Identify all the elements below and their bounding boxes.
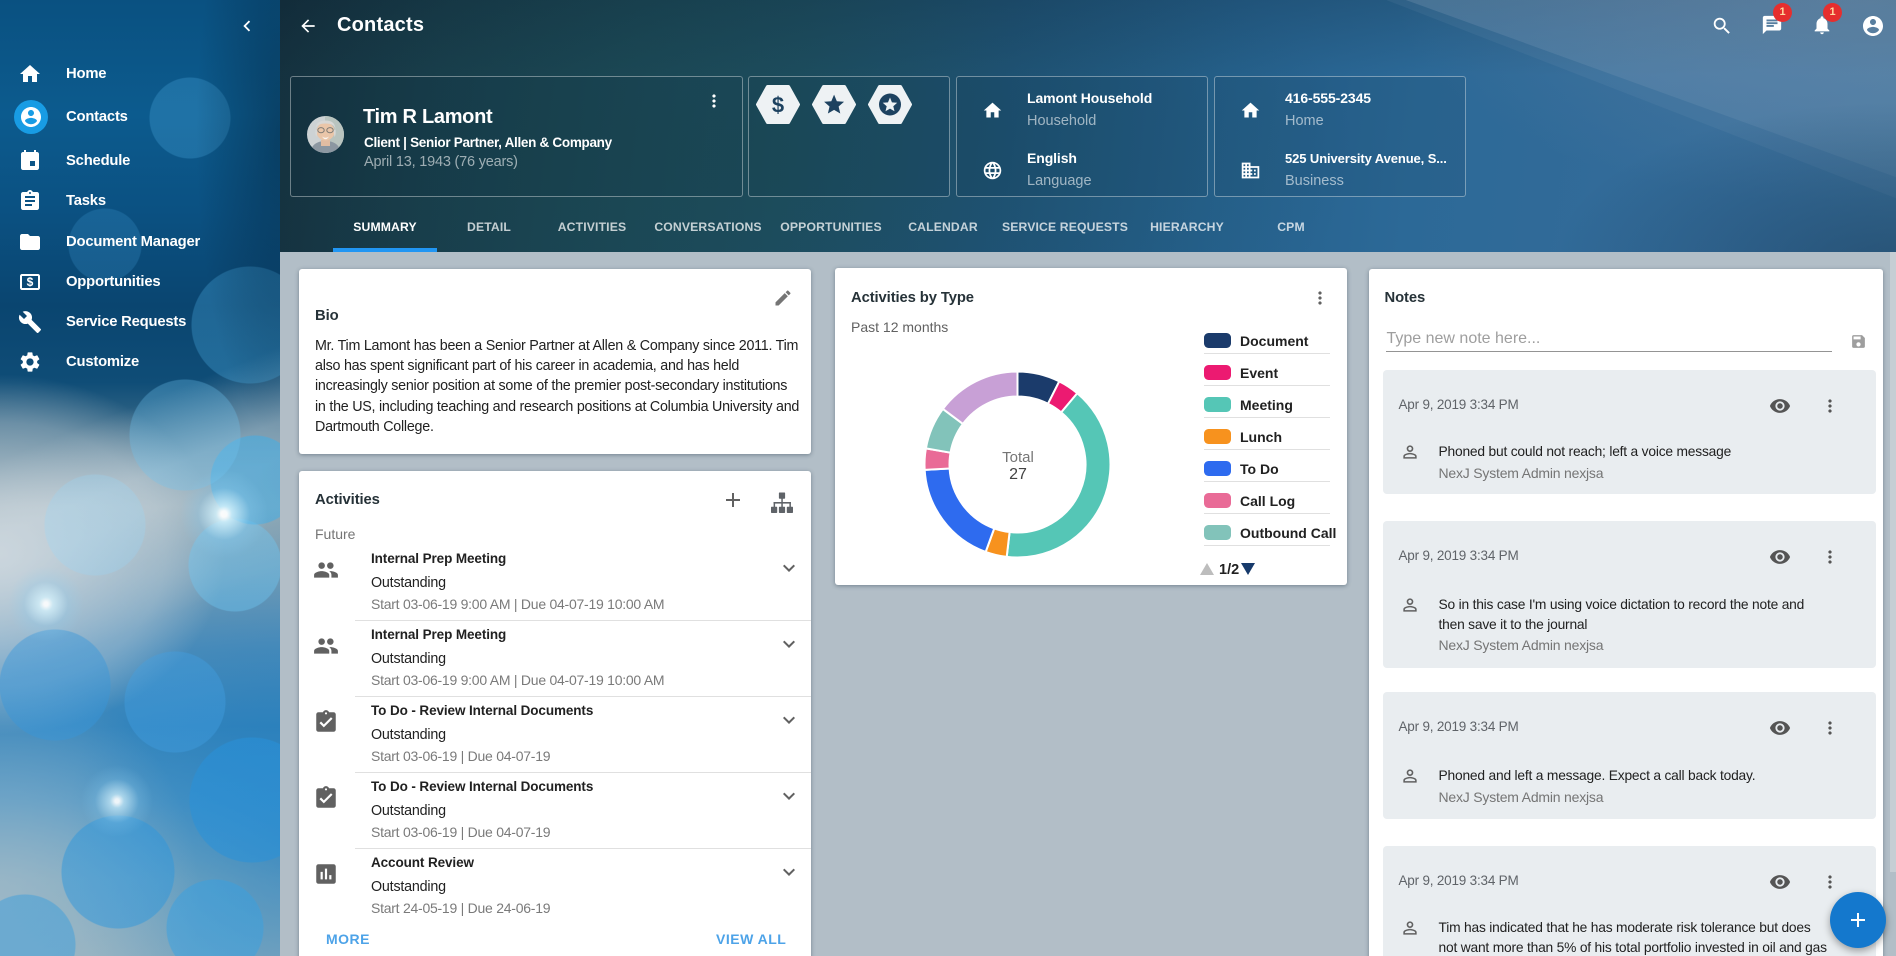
svg-text:$: $	[27, 275, 34, 289]
svg-text:$: $	[772, 92, 784, 117]
